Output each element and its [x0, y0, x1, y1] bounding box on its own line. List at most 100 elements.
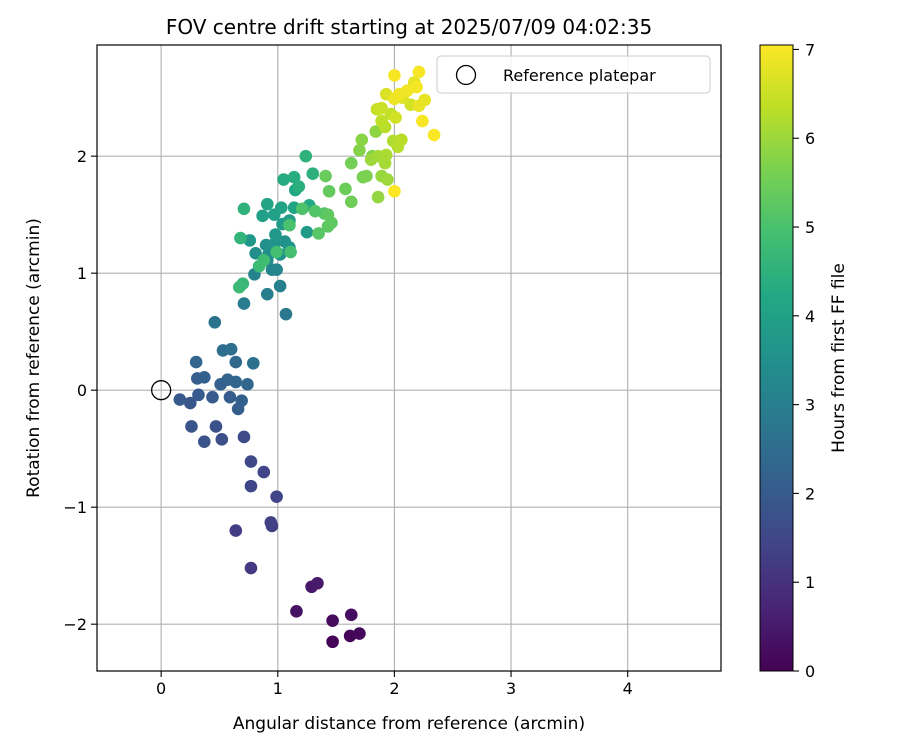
data-point-57	[300, 225, 314, 239]
data-point-12	[270, 490, 283, 503]
data-point-68	[287, 170, 301, 184]
colorbar-tick-label-0: 0	[805, 662, 815, 681]
y-tick-label-4: 2	[77, 147, 87, 166]
data-point-124	[410, 80, 423, 94]
data-point-87	[321, 208, 335, 221]
data-point-101	[381, 173, 394, 186]
data-point-41	[237, 297, 251, 310]
data-point-67	[277, 173, 290, 186]
data-point-20	[185, 420, 198, 433]
data-point-3	[326, 614, 339, 627]
data-point-70	[306, 167, 320, 181]
x-tick-label-2: 2	[389, 679, 399, 698]
data-point-18	[209, 420, 223, 433]
data-point-73	[234, 231, 247, 245]
data-point-0	[326, 635, 339, 649]
data-point-35	[229, 355, 243, 369]
data-point-80	[283, 218, 296, 232]
data-point-21	[184, 396, 197, 410]
data-point-114	[389, 111, 402, 124]
data-point-89	[319, 169, 332, 183]
data-point-69	[292, 180, 306, 193]
data-point-34	[189, 355, 203, 369]
y-axis-ticks: −2 −1 0 1 2	[63, 147, 97, 634]
data-point-77	[257, 253, 271, 267]
data-point-75	[232, 280, 246, 294]
data-point-99	[371, 190, 385, 204]
colorbar-tick-label-2: 2	[805, 484, 815, 503]
data-point-129	[388, 184, 401, 198]
x-axis-ticks: 0 1 2 3 4	[156, 671, 633, 698]
data-point-91	[344, 195, 358, 209]
data-point-113	[375, 101, 388, 115]
legend-box	[436, 55, 711, 94]
data-point-92	[344, 156, 358, 170]
data-points	[150, 65, 441, 649]
colorbar-ticks: 0 1 2 3 4 5 6 7	[793, 40, 815, 681]
colorbar-tick-label-4: 4	[805, 307, 815, 326]
data-point-42	[260, 287, 274, 301]
data-point-23	[192, 388, 205, 402]
data-point-15	[244, 455, 258, 468]
data-point-29	[198, 371, 211, 384]
data-point-125	[412, 65, 426, 79]
data-point-71	[299, 149, 313, 163]
data-point-25	[223, 390, 237, 404]
data-point-2	[353, 627, 366, 640]
plot-frame	[96, 44, 722, 672]
data-point-78	[270, 245, 283, 259]
grid-lines	[97, 45, 721, 671]
colorbar-label: Hours from first FF file	[829, 263, 849, 453]
data-point-56	[269, 228, 282, 241]
y-tick-label-1: −1	[63, 498, 87, 517]
data-point-27	[235, 394, 248, 408]
x-tick-label-4: 4	[623, 679, 633, 698]
data-point-97	[355, 133, 369, 147]
data-point-128	[427, 128, 441, 142]
data-point-24	[206, 390, 219, 404]
data-point-127	[416, 114, 429, 128]
data-point-43	[273, 279, 287, 293]
data-point-88	[322, 184, 336, 198]
data-point-17	[215, 433, 229, 446]
x-axis-label: Angular distance from reference (arcmin)	[233, 714, 585, 734]
data-point-40	[279, 307, 293, 321]
data-point-33	[241, 378, 254, 391]
colorbar: 0 1 2 3 4 5 6 7 Hours from first FF file	[759, 40, 849, 681]
y-tick-label-2: 0	[77, 381, 87, 400]
colorbar-tick-label-5: 5	[805, 218, 815, 237]
colorbar-gradient	[759, 44, 794, 672]
data-point-9	[229, 524, 243, 537]
chart-title: FOV centre drift starting at 2025/07/09 …	[166, 15, 652, 39]
colorbar-tick-label-7: 7	[805, 40, 815, 59]
data-point-72	[237, 202, 251, 216]
data-point-105	[379, 148, 393, 162]
data-point-11	[264, 516, 278, 529]
x-tick-label-1: 1	[273, 679, 283, 698]
data-point-90	[339, 182, 352, 196]
data-point-22	[173, 393, 187, 406]
data-point-13	[257, 465, 271, 479]
data-point-62	[274, 201, 288, 214]
y-tick-label-3: 1	[77, 264, 87, 283]
data-point-81	[295, 202, 309, 216]
data-point-96	[353, 144, 366, 157]
legend: Reference platepar	[436, 55, 711, 94]
data-point-39	[208, 316, 222, 329]
reference-platepar-marker	[150, 380, 172, 401]
data-point-63	[260, 197, 274, 211]
data-point-14	[244, 479, 258, 493]
data-point-94	[360, 169, 373, 183]
y-tick-label-0: −2	[63, 615, 87, 634]
colorbar-tick-label-6: 6	[805, 129, 815, 148]
data-point-38	[246, 356, 260, 370]
data-point-37	[224, 342, 238, 356]
data-point-16	[237, 430, 251, 444]
legend-entry-reference-platepar: Reference platepar	[503, 66, 656, 85]
data-point-108	[395, 133, 408, 147]
data-point-19	[198, 435, 211, 448]
data-point-84	[312, 227, 325, 240]
y-axis-label: Rotation from reference (arcmin)	[24, 218, 44, 498]
colorbar-tick-label-1: 1	[805, 573, 815, 592]
